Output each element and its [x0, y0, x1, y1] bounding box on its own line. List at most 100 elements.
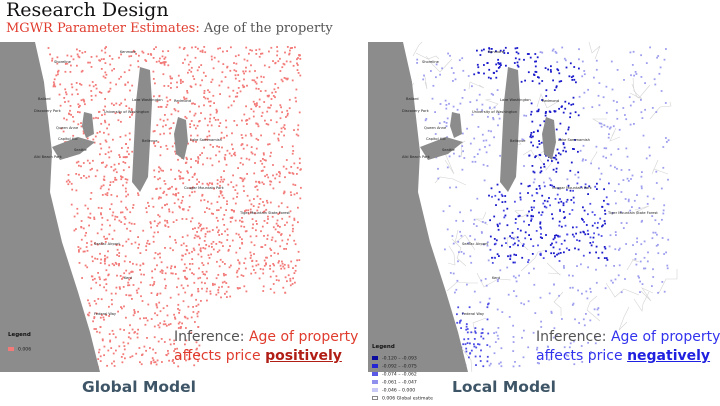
- property-point: [193, 281, 196, 284]
- property-point: [217, 209, 220, 211]
- property-point: [528, 184, 531, 187]
- property-point: [170, 82, 172, 85]
- legend-item-label: -0.120 – -0.093: [382, 356, 417, 362]
- property-point: [214, 119, 217, 121]
- property-point: [99, 262, 102, 264]
- property-point: [285, 77, 287, 80]
- property-point: [461, 168, 464, 171]
- property-point: [258, 203, 261, 205]
- property-point: [157, 340, 160, 343]
- property-point: [469, 142, 472, 145]
- property-point: [478, 343, 481, 346]
- property-point: [281, 239, 284, 242]
- property-point: [263, 259, 266, 262]
- property-point: [531, 165, 534, 167]
- property-point: [267, 218, 269, 220]
- property-point: [466, 328, 469, 330]
- property-point: [176, 81, 178, 84]
- property-point: [273, 291, 276, 294]
- property-point: [189, 110, 191, 113]
- property-point: [473, 343, 475, 346]
- property-point: [207, 97, 209, 100]
- property-point: [254, 70, 256, 72]
- property-point: [103, 278, 106, 281]
- property-point: [204, 117, 206, 120]
- property-point: [124, 255, 127, 258]
- property-point: [297, 72, 300, 74]
- property-point: [105, 164, 108, 167]
- property-point: [494, 194, 497, 197]
- property-point: [236, 95, 239, 98]
- property-point: [475, 99, 478, 102]
- property-point: [101, 194, 104, 196]
- property-point: [85, 176, 88, 179]
- property-point: [100, 212, 102, 215]
- property-point: [129, 116, 131, 118]
- property-point: [466, 127, 468, 130]
- property-point: [143, 273, 145, 276]
- property-point: [210, 202, 213, 205]
- property-point: [111, 329, 114, 332]
- property-point: [211, 246, 213, 248]
- property-point: [199, 249, 202, 252]
- property-point: [563, 251, 565, 254]
- property-point: [586, 229, 589, 232]
- property-point: [576, 182, 579, 185]
- property-point: [103, 318, 105, 321]
- property-point: [530, 113, 532, 116]
- property-point: [491, 256, 493, 259]
- property-point: [460, 251, 463, 253]
- property-point: [54, 85, 57, 88]
- property-point: [534, 156, 536, 159]
- property-point: [565, 150, 567, 153]
- property-point: [231, 143, 233, 146]
- property-point: [273, 88, 276, 91]
- property-point: [90, 240, 93, 243]
- property-point: [180, 258, 183, 261]
- property-point: [119, 156, 121, 158]
- property-point: [175, 188, 177, 191]
- property-point: [145, 245, 148, 248]
- property-point: [627, 198, 630, 201]
- property-point: [105, 314, 108, 316]
- property-point: [115, 349, 117, 352]
- property-point: [177, 327, 180, 329]
- property-point: [579, 231, 582, 234]
- property-point: [137, 310, 139, 313]
- property-point: [122, 184, 124, 187]
- property-point: [255, 180, 257, 183]
- puget-sound-water: [368, 42, 468, 372]
- property-point: [204, 273, 206, 276]
- property-point: [169, 323, 172, 325]
- property-point: [185, 97, 188, 100]
- property-point: [555, 170, 558, 173]
- property-point: [65, 180, 68, 183]
- property-point: [271, 91, 274, 94]
- property-point: [229, 220, 232, 223]
- property-point: [498, 222, 501, 225]
- property-point: [111, 303, 113, 306]
- property-point: [206, 299, 208, 302]
- property-point: [280, 234, 282, 236]
- property-point: [104, 254, 106, 257]
- property-point: [106, 192, 109, 194]
- property-point: [253, 172, 256, 175]
- property-point: [422, 78, 425, 81]
- property-point: [614, 190, 616, 192]
- property-point: [544, 67, 547, 69]
- property-point: [200, 223, 202, 226]
- property-point: [581, 219, 584, 221]
- property-point: [152, 205, 155, 208]
- place-label: SeaTac Airport: [94, 242, 120, 246]
- property-point: [260, 52, 262, 55]
- property-point: [553, 236, 556, 239]
- property-point: [103, 175, 106, 178]
- property-point: [262, 211, 265, 213]
- property-point: [158, 95, 161, 98]
- property-point: [638, 276, 640, 279]
- property-point: [131, 84, 134, 87]
- property-point: [502, 209, 505, 212]
- property-point: [119, 275, 122, 277]
- property-point: [473, 156, 476, 158]
- property-point: [126, 178, 129, 181]
